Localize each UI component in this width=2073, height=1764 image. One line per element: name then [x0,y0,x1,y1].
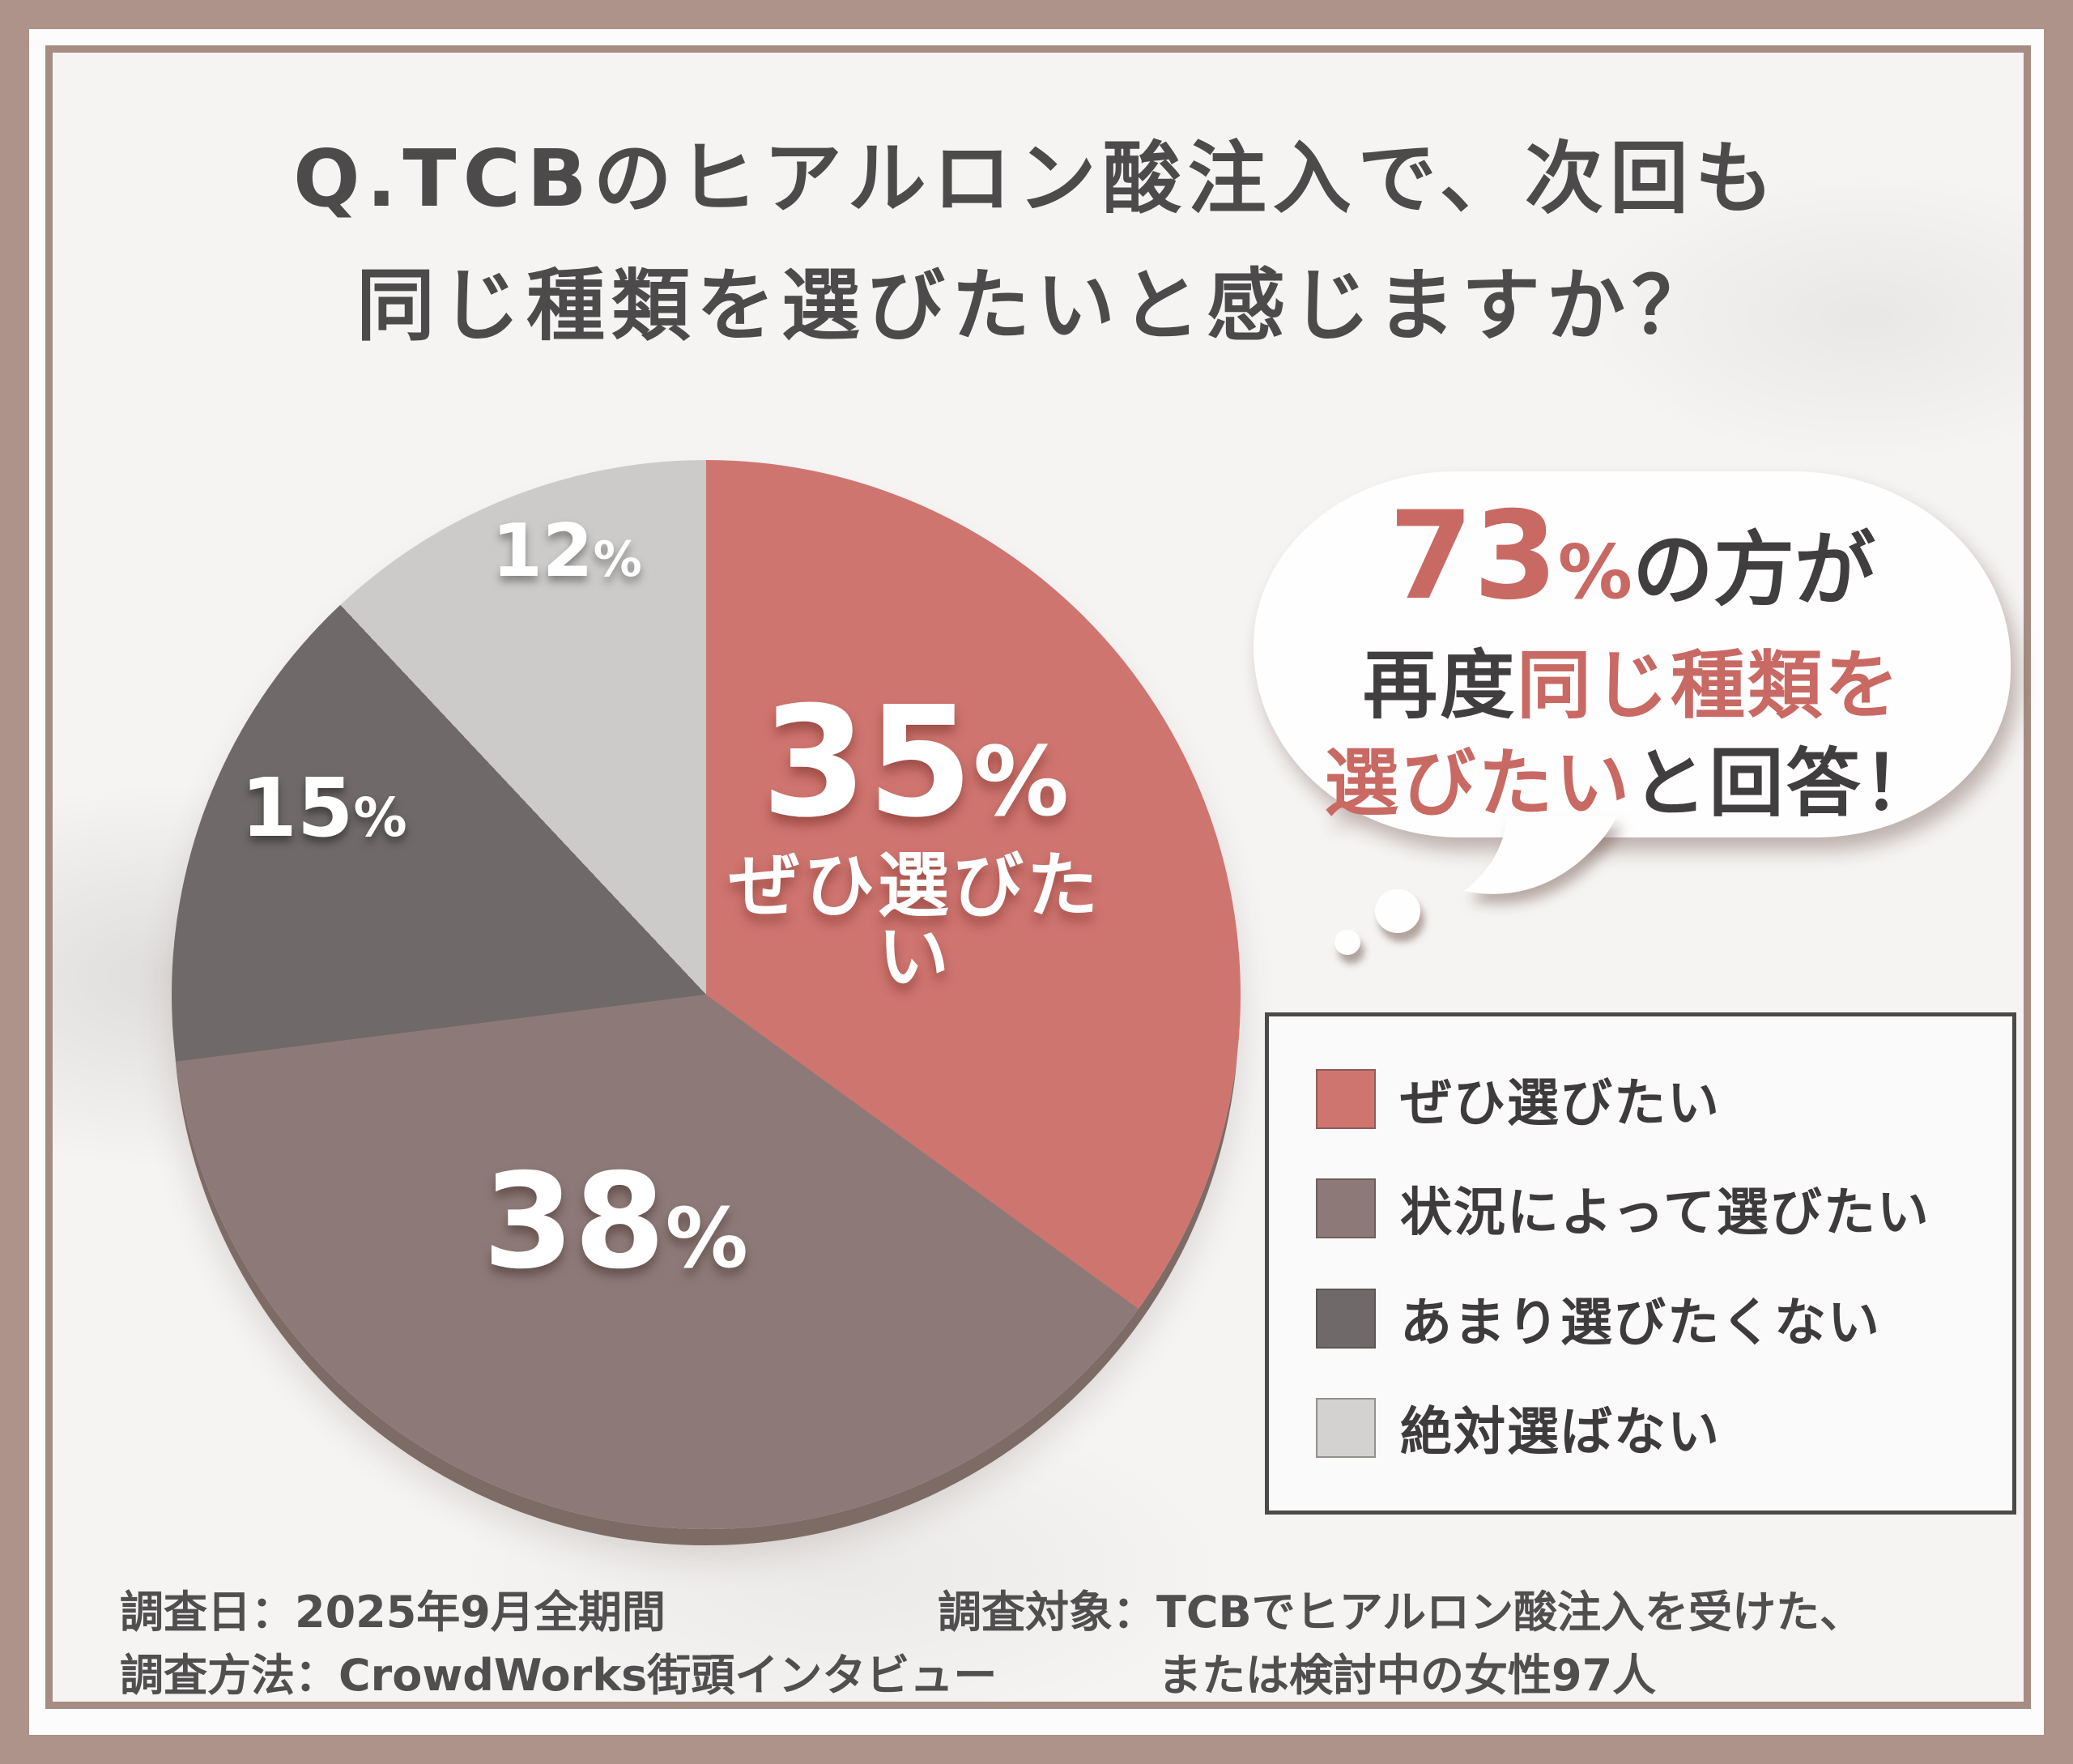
question-title-line2: 同じ種類を選びたいと感じますか？ [356,260,1717,352]
legend-swatch-never [1316,1397,1376,1458]
legend-label-depends: 状況によって選びたい [1400,1183,1930,1244]
speech-bubble-dot-small [1334,930,1360,955]
question-title: Q.TCBのヒアルロン酸注入で、次回も 同じ種類を選びたいと感じますか？ [0,115,2073,369]
legend-row-depends: 状況によって選びたい [1316,1171,1965,1246]
legend-label-rather-not: あまり選びたくない [1400,1293,1881,1353]
speech-bubble-dot-large [1375,889,1420,933]
pie-slice-label-yes: 35% ぜひ選びたい [696,687,1134,993]
legend-swatch-rather-not [1316,1288,1376,1349]
legend-row-never: 絶対選ばない [1316,1391,1965,1465]
pie-slice-value-yes: 35% [761,674,1069,851]
survey-info-left: 調査日：2025年9月全期間 調査方法：CrowdWorks街頭インタビュー [120,1581,997,1708]
bubble-line2: 再度同じ種類を [1362,641,1902,729]
legend-label-yes: ぜひ選びたい [1400,1074,1721,1134]
bubble-line1: 73%の方が [1389,485,1875,627]
legend-row-rather-not: あまり選びたくない [1316,1281,1965,1356]
survey-date: 調査日：2025年9月全期間 [120,1587,666,1638]
pie-slice-label-depends: 38% [483,1146,748,1298]
legend-box: ぜひ選びたい 状況によって選びたい あまり選びたくない 絶対選ばない [1265,1012,2016,1515]
legend-swatch-yes [1316,1069,1376,1129]
legend-row-yes: ぜひ選びたい [1316,1062,1965,1136]
survey-target-line1: 調査対象：TCBでヒアルロン酸注入を受けた、 [938,1587,1864,1638]
pie-slice-label-never: 12% [492,509,642,594]
survey-info-right: 調査対象：TCBでヒアルロン酸注入を受けた、 または検討中の女性97人 [938,1581,1863,1708]
bubble-line3: 選びたいと回答！ [1324,740,1940,827]
survey-target-line2: または検討中の女性97人 [1158,1650,1657,1702]
pie-slice-label-rather-not: 15% [241,761,407,855]
survey-method: 調査方法：CrowdWorks街頭インタビュー [120,1650,998,1702]
speech-bubble: 73%の方が 再度同じ種類を 選びたいと回答！ [1254,471,2011,837]
legend-label-never: 絶対選ばない [1400,1402,1721,1463]
pie-slice-caption-yes: ぜひ選びたい [728,844,1101,999]
legend-swatch-depends [1316,1178,1376,1239]
question-title-line1: Q.TCBのヒアルロン酸注入で、次回も [293,133,1780,224]
speech-bubble-tail [1464,816,1616,894]
pie-chart [172,460,1241,1529]
